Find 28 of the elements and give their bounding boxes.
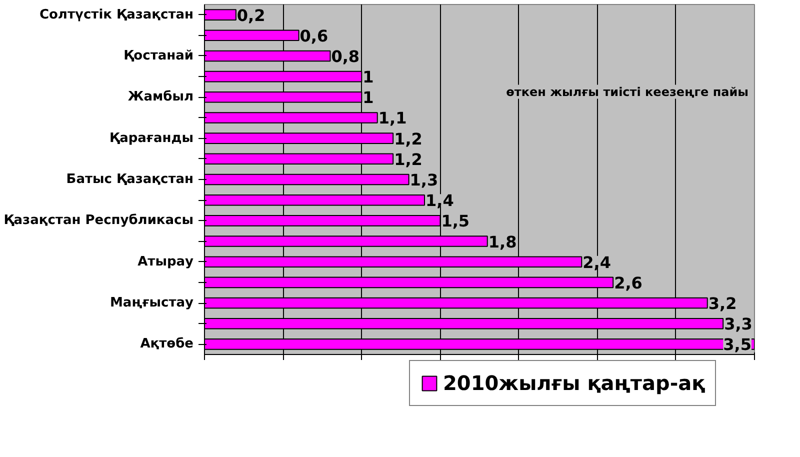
data-label: 0,2 <box>236 6 266 25</box>
data-label: 2,6 <box>614 273 642 292</box>
data-label: 1,1 <box>378 108 407 128</box>
data-label: 1,4 <box>426 191 454 210</box>
data-label: 1,2 <box>394 150 422 169</box>
data-label: 1,5 <box>441 212 470 231</box>
data-label: 1,2 <box>394 129 422 148</box>
y-tick-label: Жамбыл <box>128 90 194 105</box>
data-label: 1,8 <box>488 232 517 252</box>
y-tick-label: Солтүстік Қазақстан <box>39 7 194 22</box>
legend-label: 2010жылғы қаңтар-ақ <box>443 371 706 395</box>
data-label: 0,8 <box>331 46 360 66</box>
data-label: 0,6 <box>300 26 328 46</box>
data-label: 1 <box>362 88 374 108</box>
y-tick-label: Қостанай <box>124 48 194 64</box>
y-tick-label: Қарағанды <box>110 130 194 146</box>
y-tick-label: Атырау <box>138 254 194 270</box>
data-label: 3,5 <box>723 335 752 354</box>
data-label: 2,4 <box>582 252 611 272</box>
data-label: 3,3 <box>724 314 752 334</box>
annotation: өткен жылғы тиісті кеезеңге пайы <box>506 84 748 99</box>
data-label: 1 <box>362 68 374 87</box>
data-label: 1,3 <box>410 170 438 190</box>
y-tick-label: Маңғыстау <box>110 296 194 311</box>
y-tick-label: Ақтөбе <box>140 336 194 352</box>
data-label: 3,2 <box>708 294 737 314</box>
y-tick-label: Қазақстан Республикасы <box>4 213 194 228</box>
y-tick-label: Батыс Қазақстан <box>66 172 194 187</box>
